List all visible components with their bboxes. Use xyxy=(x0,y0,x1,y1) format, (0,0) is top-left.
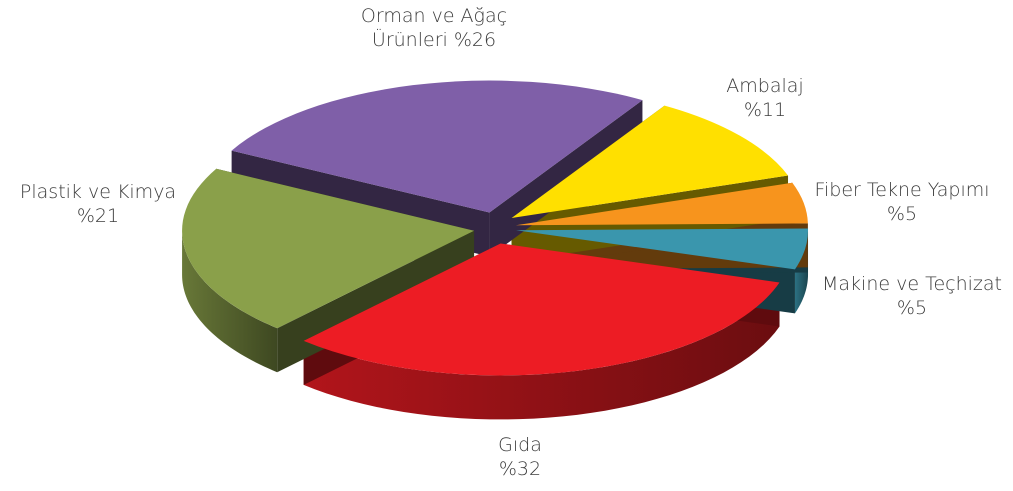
slice-label: Makine ve Teçhizat %5 xyxy=(812,272,1012,320)
slice xyxy=(511,105,789,219)
value-label: %32 xyxy=(498,458,542,480)
slice-side xyxy=(182,230,278,373)
category-label: Ambalaj xyxy=(726,75,804,97)
slice xyxy=(231,80,643,213)
slice-label: Plastik ve Kimya %21 xyxy=(3,180,193,228)
slice xyxy=(303,243,780,376)
category-label: Fiber Tekne Yapımı xyxy=(814,179,990,201)
slice-side xyxy=(303,282,780,420)
category-label: Makine ve Teçhizat xyxy=(822,273,1002,295)
category-label: Plastik ve Kimya xyxy=(19,181,177,203)
slice-label: Orman ve Ağaç Ürünleri %26 xyxy=(347,4,522,52)
slice xyxy=(182,168,475,329)
value-label: %26 xyxy=(453,29,497,51)
value-label: %5 xyxy=(896,297,928,319)
value-label: %5 xyxy=(886,203,918,225)
slice xyxy=(515,182,808,226)
slice-label: Fiber Tekne Yapımı %5 xyxy=(797,178,1007,226)
category-label: Gıda xyxy=(498,434,542,456)
category-label: Orman ve Ağaç Ürünleri xyxy=(360,5,508,51)
slice xyxy=(516,228,809,270)
value-label: %21 xyxy=(76,205,120,227)
slice-label: Gıda %32 xyxy=(460,433,580,481)
value-label: %11 xyxy=(743,99,787,121)
slice-label: Ambalaj %11 xyxy=(705,74,825,122)
